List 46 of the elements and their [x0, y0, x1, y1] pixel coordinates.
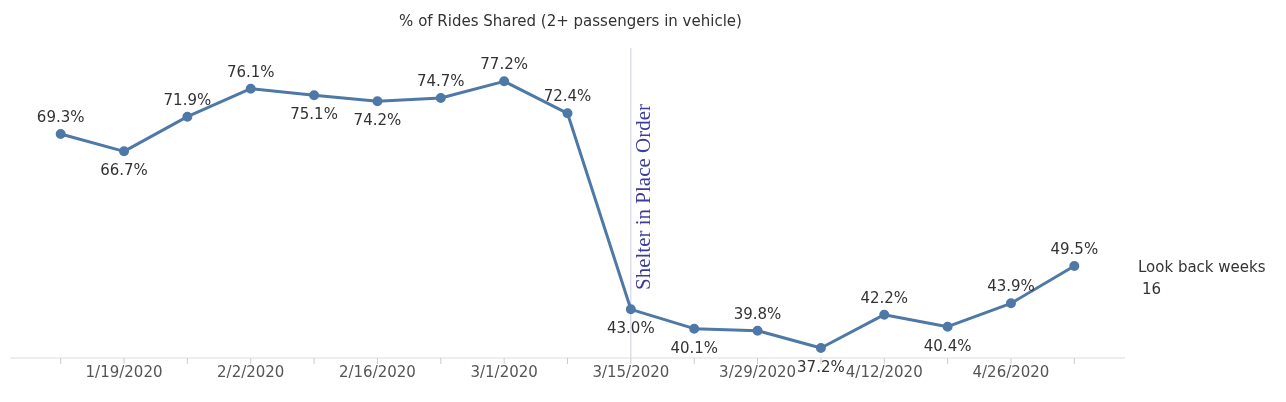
ref-line-label: Shelter in Place Order [630, 103, 655, 290]
point [119, 146, 130, 157]
point [182, 111, 193, 122]
x-tick-label: 4/12/2020 [845, 362, 923, 381]
point [815, 343, 826, 353]
point [309, 90, 320, 101]
data-label: 76.1% [226, 62, 275, 81]
data-label: 49.5% [1050, 240, 1099, 258]
data-label: 66.7% [100, 161, 148, 180]
data-label: 72.4% [543, 87, 592, 106]
data-label: 74.2% [353, 111, 402, 130]
text: Look back weeks [1138, 258, 1266, 276]
text: 16 [1142, 280, 1162, 298]
data-label: 75.1% [290, 105, 338, 124]
point [879, 309, 890, 320]
point [55, 129, 66, 139]
chart-title: % of Rides Shared (2+ passengers in vehicle) [398, 12, 743, 30]
data-label: 69.3% [36, 108, 85, 126]
data-label: 43.9% [987, 277, 1035, 296]
data-label: 37.2% [797, 358, 845, 376]
data-label: 71.9% [163, 90, 212, 109]
x-tick-label: 1/19/2020 [85, 362, 163, 381]
x-tick-label: 2/2/2020 [217, 362, 285, 381]
x-tick-label: 3/1/2020 [470, 362, 538, 381]
point [499, 76, 510, 87]
point [625, 304, 636, 315]
data-label: 40.1% [670, 338, 719, 357]
point [372, 96, 383, 107]
x-tick-label: 2/16/2020 [338, 362, 416, 381]
data-label: 42.2% [860, 288, 909, 307]
point [245, 83, 256, 94]
data-label: 39.8% [733, 304, 782, 323]
data-label: 74.7% [416, 72, 465, 90]
x-tick-label: 3/29/2020 [719, 362, 797, 381]
point [1005, 298, 1016, 309]
point [752, 325, 763, 336]
data-label: 40.4% [923, 336, 972, 355]
point [435, 93, 446, 103]
data-label: 77.2% [480, 55, 528, 74]
point [942, 321, 953, 332]
x-tick-label: 3/15/2020 [592, 362, 670, 381]
data-label: 43.0% [607, 319, 655, 338]
point [689, 323, 700, 334]
x-tick-label: 4/26/2020 [972, 362, 1050, 381]
point [1069, 261, 1080, 271]
point [562, 108, 573, 119]
